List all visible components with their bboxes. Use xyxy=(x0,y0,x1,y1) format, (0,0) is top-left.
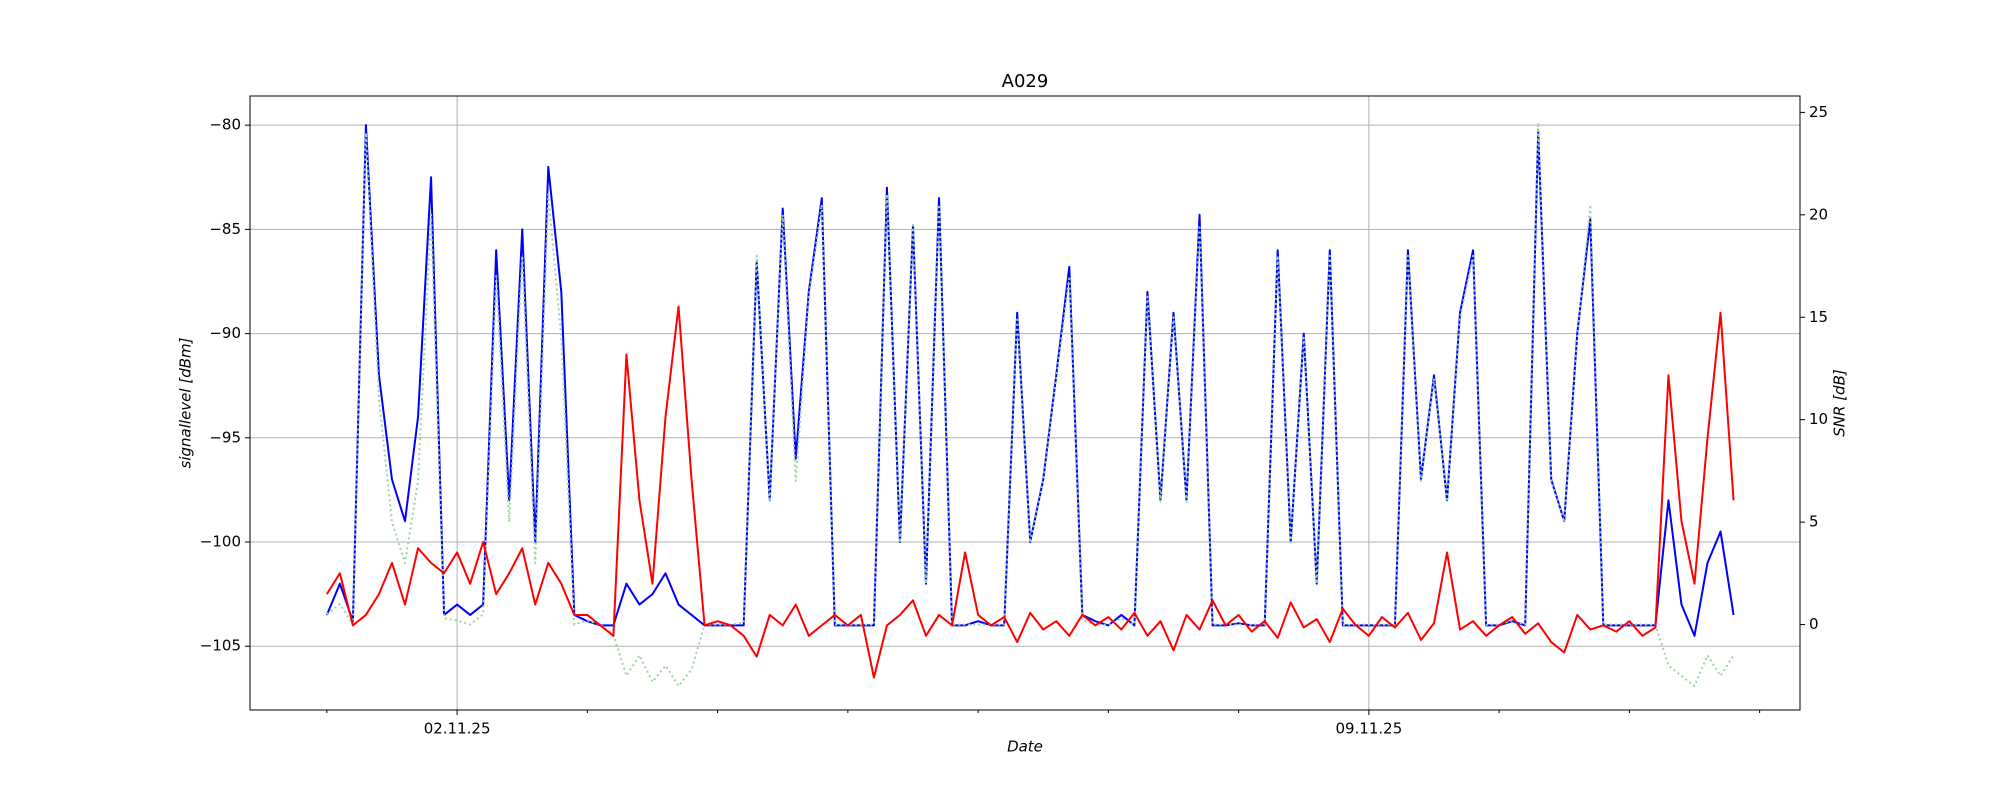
y2-tick-label: 10 xyxy=(1809,410,1828,428)
y-tick-label: −95 xyxy=(209,428,241,446)
y2-tick-label: 15 xyxy=(1809,308,1828,326)
y-axis-label: signallevel [dBm] xyxy=(177,337,195,468)
y-tick-label: −80 xyxy=(209,116,241,134)
y-tick-label: −90 xyxy=(209,324,241,342)
plot-frame xyxy=(249,95,1801,711)
y2-tick-label: 0 xyxy=(1809,615,1819,633)
y2-tick-label: 20 xyxy=(1809,205,1828,223)
y2-axis-label: SNR [dB] xyxy=(1831,369,1849,437)
y-tick-label: −100 xyxy=(200,533,241,551)
chart-title: A029 xyxy=(1002,71,1049,92)
data-line xyxy=(326,305,1735,679)
y-tick-label: −105 xyxy=(200,637,241,655)
x-tick-label: 02.11.25 xyxy=(424,720,491,738)
x-axis-label: Date xyxy=(1007,738,1043,756)
y2-tick-label: 25 xyxy=(1809,103,1828,121)
y2-tick-label: 5 xyxy=(1809,513,1819,531)
x-tick-label: 09.11.25 xyxy=(1335,720,1402,738)
y-tick-label: −85 xyxy=(209,220,241,238)
